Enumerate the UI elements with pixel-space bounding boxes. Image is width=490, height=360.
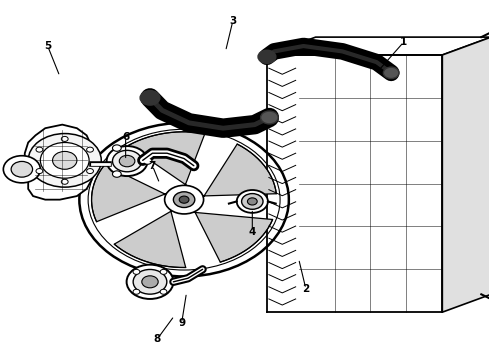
Circle shape (173, 192, 195, 207)
Circle shape (40, 143, 89, 178)
Circle shape (258, 50, 276, 63)
Text: 5: 5 (44, 41, 51, 51)
Circle shape (237, 190, 268, 213)
Circle shape (113, 171, 121, 177)
Circle shape (179, 196, 189, 203)
Text: 2: 2 (302, 284, 310, 294)
Polygon shape (25, 125, 97, 200)
Polygon shape (128, 132, 205, 185)
Polygon shape (267, 37, 490, 55)
Circle shape (160, 269, 167, 274)
Text: 3: 3 (229, 16, 237, 26)
Circle shape (87, 147, 94, 152)
Circle shape (140, 91, 160, 105)
Circle shape (261, 111, 278, 124)
Circle shape (61, 136, 68, 141)
Text: 9: 9 (178, 318, 185, 328)
Polygon shape (203, 144, 276, 197)
Circle shape (11, 161, 32, 177)
Circle shape (165, 185, 203, 214)
Text: 7: 7 (149, 161, 156, 171)
Circle shape (52, 152, 77, 169)
Circle shape (119, 156, 135, 167)
Text: 4: 4 (248, 227, 256, 237)
Circle shape (126, 265, 173, 299)
Circle shape (28, 134, 101, 187)
Circle shape (3, 156, 40, 183)
Circle shape (383, 67, 399, 78)
Circle shape (88, 129, 280, 270)
Circle shape (247, 198, 257, 205)
Circle shape (133, 270, 167, 294)
Circle shape (142, 276, 158, 288)
Circle shape (36, 147, 43, 152)
Circle shape (133, 289, 140, 294)
Polygon shape (442, 37, 490, 312)
Text: 8: 8 (154, 334, 161, 344)
Circle shape (113, 145, 121, 151)
Circle shape (87, 168, 94, 174)
Text: 6: 6 (122, 132, 129, 142)
Polygon shape (92, 165, 167, 222)
Circle shape (133, 269, 140, 274)
Circle shape (143, 158, 152, 164)
Circle shape (61, 179, 68, 184)
Circle shape (160, 289, 167, 294)
Circle shape (242, 194, 263, 209)
Text: 1: 1 (400, 37, 407, 48)
Circle shape (79, 123, 289, 276)
Circle shape (107, 146, 147, 176)
Polygon shape (193, 212, 272, 262)
Circle shape (113, 150, 142, 172)
Circle shape (36, 168, 43, 174)
Polygon shape (114, 210, 186, 267)
